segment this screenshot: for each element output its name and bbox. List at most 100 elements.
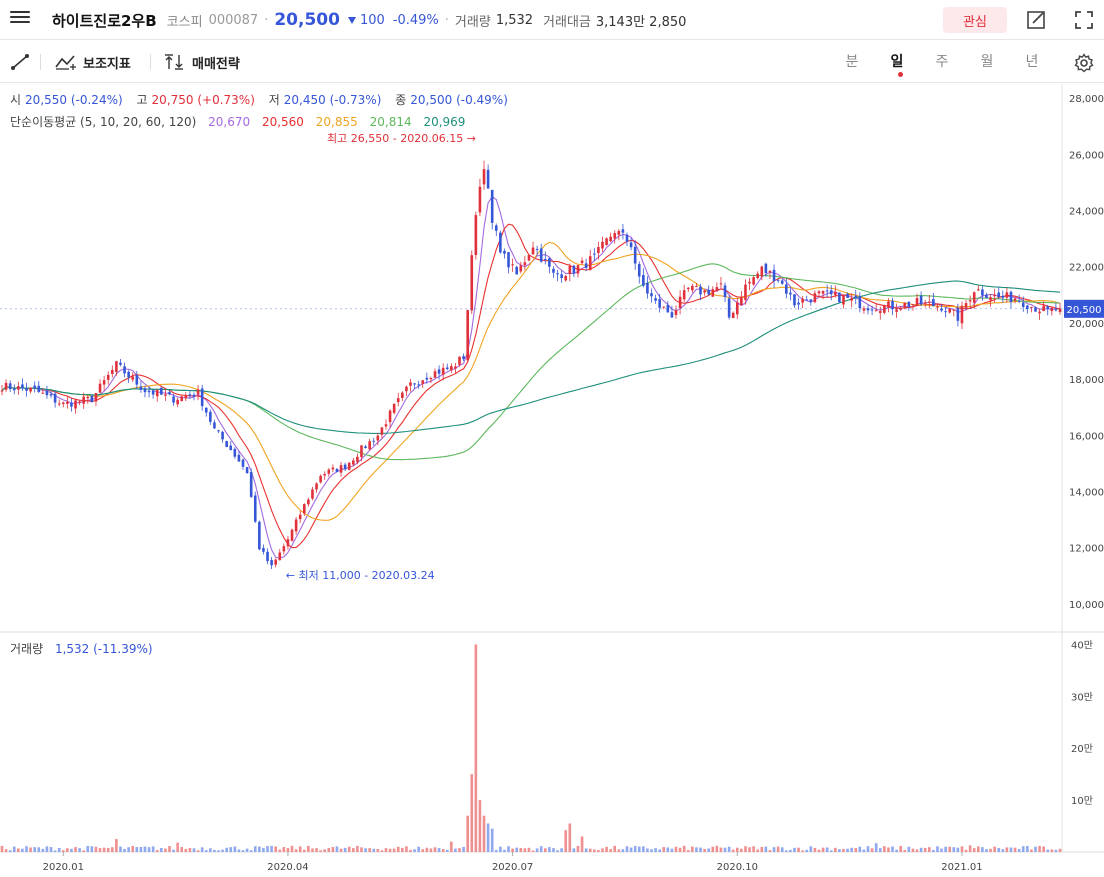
volume-bar [515,847,519,852]
candle-body [666,304,670,313]
volume-bar [956,847,960,852]
candle-body [110,369,114,374]
period-tab-month[interactable]: 월 [980,54,994,70]
candle-body [642,275,645,286]
fullscreen-icon[interactable] [1074,10,1094,30]
edit-icon[interactable] [1026,10,1046,30]
separator-dot: · [444,12,449,28]
candle-body [98,383,102,393]
volume-bar [241,850,245,852]
volume-bar [797,847,800,852]
settings-gear-icon[interactable] [1074,53,1094,73]
candle-body [429,378,433,380]
candle-body [740,297,743,306]
candle-body [21,384,24,389]
candle-body [184,395,188,399]
candle-body [262,548,265,552]
volume-bar [760,846,764,852]
volume-bar [486,823,490,852]
candle-body [1005,292,1009,298]
period-tab-minute[interactable]: 분 [845,54,859,70]
candle-body [339,465,343,473]
candle-body [911,304,915,306]
candle-body [441,367,445,375]
volume-bar [809,846,813,852]
candle-body [217,430,220,432]
volume-bar [482,815,486,852]
candle-body [903,302,907,308]
candle-body [139,386,143,390]
candle-body [347,462,351,470]
indicator-button[interactable]: 보조지표 [55,41,131,83]
strategy-button[interactable]: 매매전략 [164,41,240,83]
volume-bar [756,849,760,852]
candle-body [731,312,735,319]
x-tick-label: 2020.07 [492,862,533,873]
candle-body [376,435,380,441]
draw-line-icon[interactable] [10,53,30,71]
volume-bar [352,848,355,852]
period-tab-year[interactable]: 년 [1025,54,1039,70]
volume-bar [86,845,90,852]
volume-bar [895,849,898,852]
volume-bar [474,644,478,852]
volume-bar [0,845,4,852]
volume-bar [646,848,649,852]
ma5-value: 20,670 [208,115,251,129]
price-change: 100 [359,12,385,28]
volume-bar [613,845,617,852]
volume-bar [454,848,457,852]
volume-bar [102,847,106,852]
period-tab-day[interactable]: 일 [890,54,904,70]
volume-bar [997,848,1001,852]
high-annotation: 최고 26,550 - 2020.06.15 → [327,132,476,145]
candle-body [188,394,192,396]
volume-bar [605,846,608,852]
candle-body [584,263,588,268]
candle-body [507,252,510,268]
volume-bar [678,847,682,852]
period-tab-week[interactable]: 주 [935,54,949,70]
volume-bar [772,847,776,852]
candle-body [846,293,849,298]
candle-body [1026,305,1029,310]
candle-body [580,260,584,264]
ma5-line [1,195,1061,559]
candle-body [785,284,788,294]
candle-body [221,431,224,440]
volume-bar [143,846,147,852]
volume-bar [821,847,825,852]
menu-icon[interactable] [10,10,30,28]
toolbar-divider [150,54,151,70]
volume-bar [862,849,866,852]
volume-bar [286,848,290,852]
candle-body [106,374,110,380]
volume-bar [490,828,494,852]
volume-bar [793,847,796,852]
candle-body [670,312,674,318]
volume-bar [981,847,984,852]
volume-bar [364,848,367,852]
candle-body [862,308,866,311]
candle-body [780,280,784,284]
volume-bar [703,848,706,852]
candle-body [772,269,776,281]
candle-body [981,289,984,296]
volume-bar [572,848,576,852]
volume-bar [1013,847,1017,852]
volume-bar [785,850,788,852]
high-value: 20,750 (+0.73%) [151,93,255,107]
volume-bar [274,846,277,852]
candle-body [474,215,478,255]
candle-body [625,234,629,242]
volume-bar [899,845,902,852]
volume-bar [527,847,531,852]
volume-bar [123,848,126,852]
candle-body [258,521,261,550]
watch-button[interactable]: 관심 [943,7,1007,33]
volume-bar [331,846,335,852]
candle-body [866,308,870,311]
volume-bar [719,847,723,852]
volume-bar [531,850,535,852]
